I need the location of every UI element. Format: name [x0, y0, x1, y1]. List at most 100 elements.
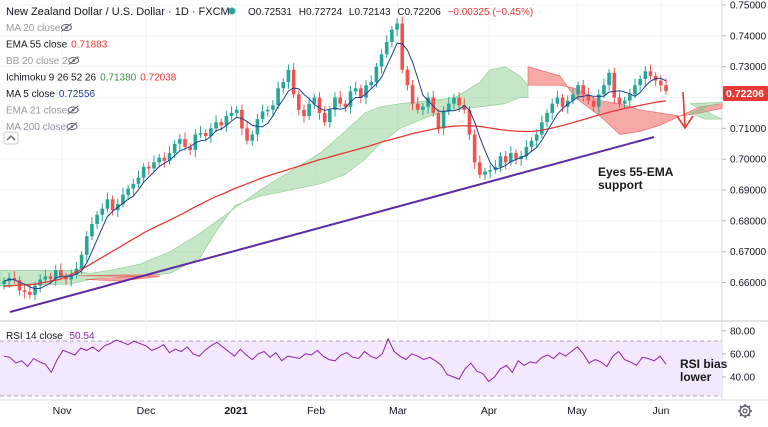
candle-body: [121, 194, 125, 204]
candle-body: [141, 166, 146, 178]
rsi-band: [0, 341, 722, 396]
candle-body: [576, 85, 580, 95]
candle-body: [260, 111, 265, 120]
chart-header: New Zealand Dollar / U.S. Dollar · 1D · …: [6, 6, 533, 18]
price-tick-label: 0.71000: [730, 124, 767, 135]
cloud-bull-area: [0, 66, 529, 286]
candle-body: [374, 66, 379, 83]
indicator-legend-item: MA 5 close 0.72556: [6, 89, 96, 100]
candle-body: [157, 157, 161, 163]
candle-body: [100, 208, 105, 215]
candle-body: [234, 109, 239, 113]
time-tick-label: 2021: [224, 405, 248, 417]
candle-body: [353, 88, 358, 92]
candle-body: [343, 103, 348, 107]
candle-body: [405, 69, 410, 86]
rsi-annotation-line1: RSI bias: [680, 357, 728, 371]
price-tick-label: 0.67000: [730, 247, 767, 258]
symbol-title[interactable]: New Zealand Dollar / U.S. Dollar · 1D · …: [6, 6, 230, 18]
candle-body: [79, 254, 84, 269]
time-axis[interactable]: Nov Dec 2021 Feb Mar Apr May Jun: [53, 405, 670, 417]
candle-body: [540, 122, 544, 135]
candle-body: [659, 80, 663, 86]
cloud-bull-area: [689, 101, 723, 120]
eye-off-icon[interactable]: [67, 105, 79, 115]
candle-body: [390, 29, 394, 43]
candle-body: [219, 122, 224, 126]
rsi-line: [3, 337, 667, 383]
candle-body: [312, 97, 317, 104]
candle-body: [555, 97, 560, 104]
candle-body: [281, 82, 286, 89]
candle-body: [478, 162, 482, 175]
candle-body: [84, 236, 89, 255]
price-tick-label: 0.73000: [730, 62, 767, 73]
candle-body: [452, 97, 456, 104]
candle-body: [167, 153, 172, 161]
current-price-tag: 0.72206: [723, 86, 768, 101]
candle-body: [317, 97, 322, 113]
candle-body: [488, 170, 492, 172]
candle-body: [48, 276, 53, 279]
candle-body: [203, 132, 208, 137]
candle-body: [410, 85, 415, 104]
candle-body: [276, 88, 280, 106]
candle-body: [307, 103, 311, 117]
price-axis[interactable]: 0.750000.740000.730000.720000.710000.700…: [722, 1, 767, 290]
indicator-legend-item: BB 20 close 2: [6, 56, 68, 67]
support-annotation-line2: support: [598, 178, 643, 192]
candle-body: [59, 270, 63, 277]
rsi-axis[interactable]: 80.00 60.00 40.00: [722, 326, 755, 383]
candle-body: [395, 23, 399, 30]
ohlc-readout: O0.72531 H0.72724 L0.72143 C0.72206 −0.0…: [248, 7, 533, 18]
eye-shape: [66, 123, 78, 130]
candle-body: [183, 139, 187, 147]
time-tick-label: Mar: [389, 405, 408, 417]
candle-body: [240, 109, 244, 129]
candle-body: [359, 88, 363, 98]
candle-body: [69, 274, 74, 280]
eye-off-icon[interactable]: [66, 122, 78, 131]
candle-body: [503, 156, 508, 163]
rsi-legend: RSI 14 close 50.54: [6, 331, 95, 342]
gear-icon[interactable]: [738, 404, 752, 418]
candle-body: [95, 214, 99, 224]
candle-body: [229, 112, 234, 117]
candle-body: [446, 103, 451, 112]
price-tick-label: 0.70000: [730, 155, 767, 166]
eye-strike: [66, 122, 78, 131]
candle-body: [333, 97, 337, 110]
eye-off-icon[interactable]: [68, 56, 80, 65]
candle-body: [462, 105, 467, 110]
candle-body: [509, 153, 513, 163]
candle-body: [28, 291, 32, 295]
candle-body: [664, 85, 668, 92]
candle-body: [612, 72, 617, 98]
candle-body: [296, 94, 301, 110]
time-tick-label: Apr: [481, 405, 498, 417]
candle-body: [105, 199, 110, 209]
eye-off-icon[interactable]: [60, 23, 72, 32]
candle-body: [534, 134, 539, 141]
ascending-trendline[interactable]: [9, 136, 655, 313]
indicator-legend-item: MA 20 close: [6, 23, 61, 34]
candle-body: [12, 277, 17, 281]
candle-body: [152, 162, 156, 169]
candle-body: [188, 146, 192, 150]
indicator-legend-item: EMA 21 close: [6, 106, 68, 117]
rsi-annotation-line2: lower: [680, 370, 712, 384]
candle-body: [602, 85, 606, 95]
candle-body: [581, 85, 586, 95]
candle-body: [627, 94, 632, 101]
chevron-up-icon: [6, 135, 16, 141]
collapse-legend-button[interactable]: [3, 131, 19, 145]
support-annotation-line1: Eyes 55-EMA: [598, 165, 674, 179]
candle-body: [198, 132, 203, 135]
candle-body: [498, 156, 503, 167]
candle-body: [607, 72, 611, 86]
candle-body: [271, 105, 275, 110]
down-arrow-annotation: [676, 91, 694, 130]
candle-body: [431, 97, 436, 113]
